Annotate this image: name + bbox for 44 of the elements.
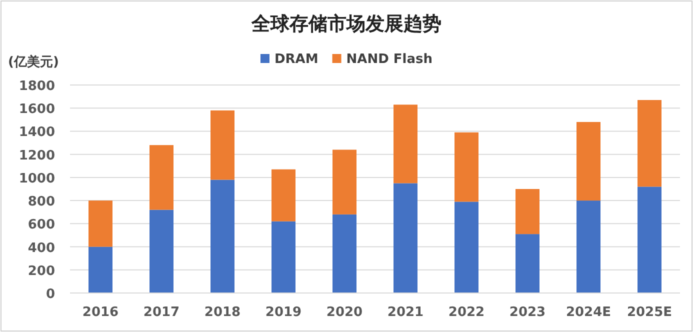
- x-tick-label: 2018: [204, 305, 241, 320]
- y-tick-label: 200: [28, 264, 55, 279]
- y-tick-label: 0: [46, 287, 55, 302]
- y-tick-label: 1000: [18, 171, 55, 186]
- x-tick-label: 2020: [326, 305, 363, 320]
- bar: [332, 214, 356, 293]
- bar: [272, 221, 296, 293]
- y-axis-title: (亿美元): [8, 54, 59, 70]
- bar: [394, 183, 418, 293]
- bar: [394, 104, 418, 184]
- bar: [150, 145, 174, 210]
- y-tick-label: 1600: [18, 102, 55, 118]
- bar: [332, 150, 356, 214]
- x-tick-label: 2025E: [626, 305, 672, 320]
- bar: [150, 210, 174, 293]
- chart-title: 全球存储市场发展趋势: [250, 13, 442, 35]
- y-tick-label: 1800: [18, 79, 55, 94]
- bar: [576, 122, 600, 201]
- legend-label: DRAM: [274, 52, 318, 67]
- bar: [454, 202, 478, 293]
- y-tick-label: 600: [28, 218, 55, 233]
- bar: [210, 110, 234, 180]
- x-tick-label: 2016: [82, 305, 119, 320]
- bar: [88, 246, 112, 293]
- bar: [88, 200, 112, 247]
- x-tick-label: 2021: [387, 305, 424, 320]
- bar: [272, 169, 296, 222]
- legend-label: NAND Flash: [346, 52, 433, 67]
- y-tick-label: 800: [28, 194, 55, 210]
- bar: [638, 186, 662, 293]
- x-tick-label: 2017: [143, 305, 180, 320]
- bar: [576, 200, 600, 293]
- y-tick-label: 1400: [18, 125, 55, 140]
- x-tick-label: 2019: [265, 305, 302, 320]
- y-tick-label: 400: [28, 240, 55, 256]
- bar: [638, 100, 662, 187]
- bar: [454, 132, 478, 202]
- x-tick-label: 2024E: [566, 305, 612, 320]
- bar: [210, 180, 234, 293]
- bar: [516, 189, 540, 234]
- x-tick-label: 2022: [448, 305, 485, 320]
- bar: [516, 234, 540, 293]
- y-tick-label: 1200: [18, 148, 55, 164]
- x-tick-label: 2023: [509, 305, 546, 320]
